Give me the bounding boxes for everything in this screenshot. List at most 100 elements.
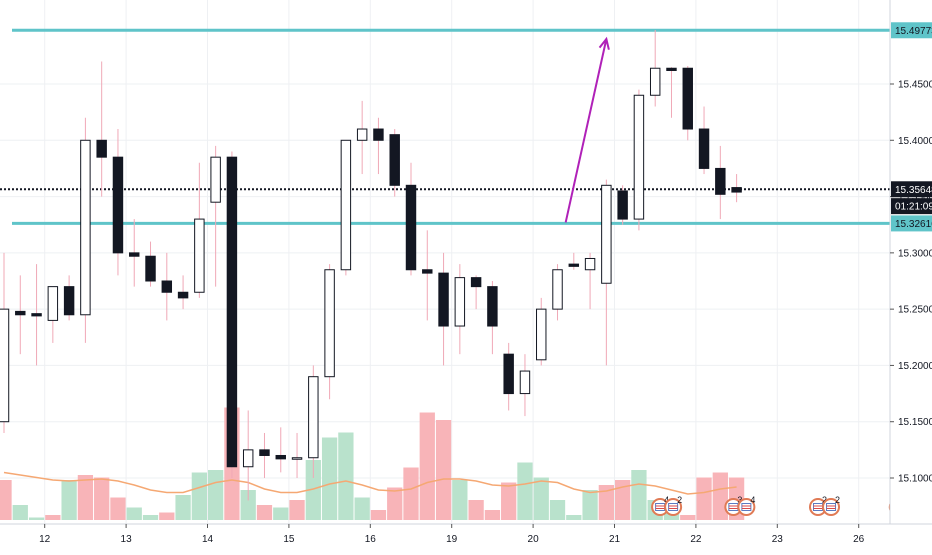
candle: [0, 252, 10, 433]
x-tick-label: 14: [202, 534, 214, 545]
volume-bar: [321, 437, 338, 520]
candle: [617, 185, 628, 225]
candle-body-down: [63, 286, 75, 316]
candle-body-down: [405, 184, 417, 271]
trend-arrow: [564, 36, 610, 223]
candle: [536, 297, 547, 366]
candle: [177, 275, 189, 310]
candle: [63, 275, 75, 321]
volume-bar: [663, 512, 680, 520]
x-axis-ticks: 12 13 14 15 16 19 20 21 22 23 26: [39, 524, 865, 545]
candle-body-down: [617, 190, 628, 220]
candle-body-up: [308, 376, 319, 459]
candle-body-down: [177, 291, 189, 299]
x-tick-label: 12: [39, 534, 51, 545]
volume-bar: [175, 495, 191, 520]
volume-bar: [549, 500, 566, 520]
candle: [438, 252, 449, 366]
candle-body-up: [356, 128, 368, 141]
volume-bar: [110, 497, 126, 520]
candle-body-up: [633, 94, 645, 220]
candle-body-down: [568, 263, 580, 267]
price-label-level: 15.49773: [891, 22, 932, 39]
candle: [145, 241, 156, 287]
volume-bar: [403, 467, 419, 520]
volume-bar: [533, 477, 549, 520]
volume-bar: [387, 487, 403, 520]
candle: [568, 252, 580, 270]
volume-bar: [598, 485, 614, 520]
candle-body-up: [536, 308, 547, 361]
candle: [129, 219, 140, 287]
arrow-head: [598, 36, 610, 50]
volume-bar: [484, 510, 501, 520]
x-tick-label: 26: [853, 534, 865, 545]
price-label-box: [891, 215, 932, 232]
candle-body-up: [552, 269, 563, 310]
event-count-label: 3: [737, 495, 742, 505]
candle-body-up: [584, 257, 596, 271]
volume-bar: [696, 477, 712, 520]
price-axis-background: [890, 0, 932, 550]
candle-body-up: [291, 457, 303, 460]
volume-bar: [501, 482, 517, 520]
candle: [405, 162, 417, 276]
price-label-text: 15.49773: [895, 26, 932, 37]
x-tick-label: 22: [690, 534, 702, 545]
x-tick-label: 20: [528, 534, 540, 545]
candle-body-down: [373, 128, 384, 141]
candle-body-down: [487, 286, 498, 327]
y-tick-label: 15.45000: [898, 80, 932, 91]
candle-body-down: [666, 67, 677, 71]
x-tick-label: 16: [365, 534, 377, 545]
event-flag-icon: 2: [664, 495, 682, 516]
price-label-box: [891, 198, 932, 215]
event-count-label: 2: [835, 495, 840, 505]
flag-shape: [668, 503, 679, 511]
candle-body-down: [422, 269, 433, 274]
candle: [226, 151, 238, 478]
candle: [80, 117, 91, 343]
candle: [308, 365, 319, 478]
event-count-label: 4: [750, 495, 755, 505]
candle: [210, 145, 221, 287]
volume-bar: [61, 480, 77, 520]
x-tick-label: 23: [772, 534, 784, 545]
price-label-text: 01:21:09: [895, 202, 932, 213]
y-tick-label: 15.25000: [898, 305, 932, 316]
candle-body-up: [0, 308, 10, 423]
price-label-text: 15.35648: [895, 185, 932, 196]
volume-bar: [712, 472, 728, 520]
candle-body-up: [47, 286, 59, 321]
candle-body-down: [275, 454, 286, 460]
price-label-countdown: 01:21:09: [891, 198, 932, 215]
candle-body-down: [698, 128, 710, 169]
candle-body-up: [519, 370, 531, 395]
arrow-shaft: [564, 38, 608, 223]
candle: [373, 117, 384, 175]
volume-bar: [208, 470, 224, 520]
candle: [422, 230, 433, 321]
candle-body-down: [129, 252, 140, 257]
volume-bar: [256, 505, 273, 520]
candle-body-down: [503, 353, 514, 395]
candle: [112, 129, 124, 276]
candle: [96, 61, 107, 197]
flag-shape: [741, 503, 752, 511]
candle: [454, 264, 466, 355]
candle: [161, 252, 173, 321]
volume-bar: [289, 500, 305, 520]
candle: [666, 67, 677, 118]
volume-bar: [582, 490, 598, 520]
volume-bar: [631, 470, 647, 520]
volume-bars: [0, 407, 745, 520]
candle: [389, 129, 400, 197]
candle-body-down: [682, 67, 693, 130]
candle: [715, 145, 726, 220]
candle-body-up: [80, 139, 91, 316]
candle: [584, 252, 596, 310]
candle-body-down: [226, 156, 238, 468]
volume-bar: [191, 472, 207, 520]
